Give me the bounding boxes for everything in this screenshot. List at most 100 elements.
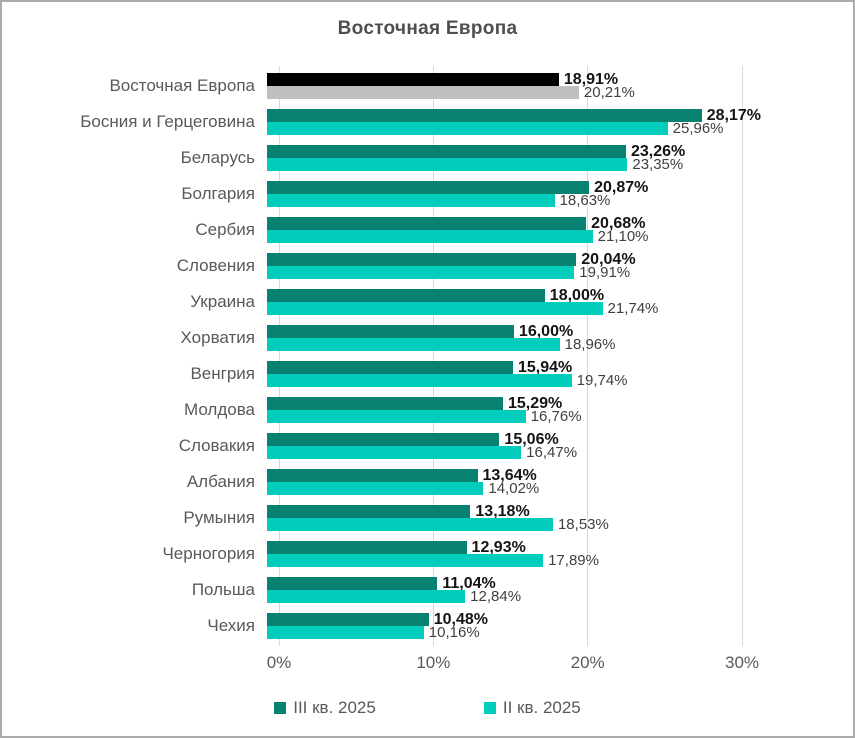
bar-q2-2025 [267,302,603,315]
value-label-q2-2025: 18,96% [564,336,616,353]
bar-track: 10,48% 10,16% [267,610,730,641]
value-label-q3-2025: 20,68% [591,214,646,232]
legend-item-q3: III кв. 2025 [274,698,376,718]
value-label-q3-2025: 13,18% [475,502,530,520]
category-label: Словения [176,256,255,275]
value-label-q2-2025: 18,63% [559,192,611,209]
value-label-q2-2025: 14,02% [488,480,540,497]
value-label-q3-2025: 23,26% [630,142,686,160]
legend-item-q2: II кв. 2025 [483,698,581,718]
chart-row: Беларусь 23,26% 23,35% [2,140,853,176]
category-label: Хорватия [180,328,255,347]
bar-q2-2025 [267,122,668,135]
chart-row: Молдова 15,29% 16,76% [2,392,853,428]
value-label-q2-2025: 20,21% [583,84,635,101]
chart-row: Украина 18,00% 21,74% [2,284,853,320]
category-label: Украина [190,292,255,311]
bar-track: 13,18% 18,53% [267,502,730,533]
chart-row: Венгрия 15,94% 19,74% [2,356,853,392]
x-tick-label: 30% [724,653,760,672]
bar-q3-2025 [267,325,514,338]
chart-row: Словакия 15,06% 16,47% [2,428,853,464]
value-label-q2-2025: 16,47% [526,444,578,461]
bar-q2-2025 [267,518,553,531]
bar-q3-2025 [267,397,503,410]
bar-q2-2025 [267,590,466,603]
bar-q3-2025 [267,217,587,230]
bar-track: 20,04% 19,91% [267,250,730,281]
value-label-q3-2025: 20,87% [594,178,649,196]
bar-q2-2025 [267,446,522,459]
value-label-q2-2025: 21,10% [597,228,649,245]
legend-swatch-q3 [274,702,287,714]
value-label-q2-2025: 21,74% [607,300,659,317]
bar-q3-2025 [267,289,545,302]
bar-track: 11,04% 12,84% [267,574,730,605]
chart-row: Восточная Европа 18,91% 20,21% [2,68,853,104]
legend-swatch-q2 [483,702,496,714]
category-label: Босния и Герцеговина [80,112,255,131]
value-label-q3-2025: 10,48% [433,610,488,628]
value-label-q2-2025: 19,91% [579,264,631,281]
category-label: Румыния [183,508,255,527]
bar-q2-2025 [267,338,560,351]
legend-label-q3: III кв. 2025 [293,698,376,717]
bar-q3-2025 [267,541,467,554]
bar-q3-2025 [267,433,500,446]
bar-q3-2025 [267,613,429,626]
bar-q3-2025 [267,505,471,518]
bar-q3-2025 [267,73,559,86]
value-label-q3-2025: 11,04% [442,574,496,592]
value-label-q2-2025: 25,96% [672,120,724,137]
value-label-q3-2025: 15,06% [504,430,559,448]
value-label-q2-2025: 18,53% [557,516,609,533]
bar-track: 20,68% 21,10% [267,214,730,245]
bar-track: 15,29% 16,76% [267,395,730,425]
x-tick-label: 20% [570,653,605,672]
bar-q2-2025 [267,230,593,243]
bar-track: 12,93% 17,89% [267,538,730,569]
value-label-q2-2025: 10,16% [428,624,480,641]
x-axis: 0% 10% 20% 30% [267,653,759,675]
category-label: Восточная Европа [109,76,255,95]
category-label: Беларусь [180,148,255,167]
bar-track: 15,06% 16,47% [267,430,730,461]
bar-q2-2025 [267,554,544,567]
category-label: Сербия [195,220,255,239]
value-label-q2-2025: 17,89% [548,552,599,569]
category-label: Словакия [178,436,255,455]
bar-track: 18,91% 20,21% [267,71,730,101]
chart-title: Восточная Европа [337,18,518,39]
bar-q2-2025 [267,374,572,387]
x-tick-label: 10% [416,653,451,672]
category-label: Молдова [183,400,255,419]
bar-q2-2025 [267,626,424,639]
x-tick-label: 0% [266,653,292,672]
bar-q3-2025 [267,361,513,374]
category-label: Венгрия [190,364,255,383]
chart-row: Босния и Герцеговина 28,17% 25,96% [2,104,853,140]
bar-track: 28,17% 25,96% [267,107,761,137]
chart-row: Албания 13,64% 14,02% [2,464,853,500]
bar-q3-2025 [267,109,702,122]
bar-q2-2025 [267,482,484,495]
bar-track: 20,87% 18,63% [267,178,730,209]
bar-track: 18,00% 21,74% [267,286,730,317]
bar-track: 15,94% 19,74% [267,359,730,389]
chart-rows: Восточная Европа 18,91% 20,21% Босния и Гер… [2,68,853,644]
value-label-q3-2025: 20,04% [581,250,636,268]
bar-track: 23,26% 23,35% [267,142,730,173]
bar-track: 16,00% 18,96% [267,322,730,353]
value-label-q3-2025: 18,00% [549,286,605,304]
chart-row: Сербия 20,68% 21,10% [2,212,853,248]
value-label-q3-2025: 12,93% [471,538,526,556]
chart-row: Польша 11,04% 12,84% [2,572,853,608]
bar-q2-2025 [267,86,579,99]
bar-q3-2025 [267,469,478,482]
chart-row: Черногория 12,93% 17,89% [2,536,853,572]
value-label-q3-2025: 16,00% [518,322,574,340]
bar-q2-2025 [267,266,575,279]
chart-row: Хорватия 16,00% 18,96% [2,320,853,356]
category-label: Чехия [207,616,255,635]
